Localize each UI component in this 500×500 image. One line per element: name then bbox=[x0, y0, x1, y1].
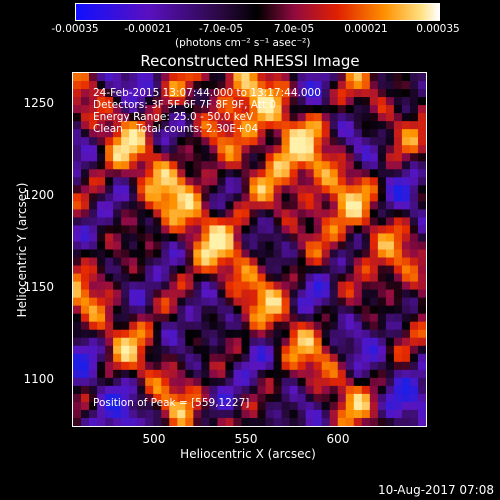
y-tick-label: 1250 bbox=[23, 96, 54, 110]
colorbar-tick: 7.0e-05 bbox=[273, 23, 315, 35]
colorbar-tick: -0.00035 bbox=[51, 23, 99, 35]
x-tick-label: 500 bbox=[142, 432, 166, 446]
colorbar-tick: -7.0e-05 bbox=[198, 23, 244, 35]
peak-position-annotation: Position of Peak = [559,1227] bbox=[93, 397, 250, 409]
colorbar-gradient bbox=[76, 4, 439, 20]
x-tick-label: 550 bbox=[234, 432, 258, 446]
x-tick-label: 600 bbox=[326, 432, 350, 446]
reconstructed-image bbox=[72, 72, 427, 427]
clean-counts-annotation: Clean Total counts: 2.30E+04 bbox=[93, 123, 259, 135]
y-tick-label: 1100 bbox=[23, 372, 54, 386]
detectors-annotation: Detectors: 3F 5F 6F 7F 8F 9F, Att 0 bbox=[93, 99, 277, 111]
x-axis-label: Heliocentric X (arcsec) bbox=[180, 447, 316, 461]
colorbar bbox=[75, 3, 440, 21]
y-tick-label: 1200 bbox=[23, 188, 54, 202]
colorbar-unit: (photons cm⁻² s⁻¹ asec⁻²) bbox=[175, 37, 311, 49]
y-tick-label: 1150 bbox=[23, 280, 54, 294]
colorbar-tick: -0.00021 bbox=[124, 23, 172, 35]
y-axis-label: Heliocentric Y (arcsec) bbox=[15, 182, 29, 318]
heatmap-canvas bbox=[73, 73, 426, 426]
plot-title: Reconstructed RHESSI Image bbox=[140, 52, 360, 70]
colorbar-tick: 0.00035 bbox=[416, 23, 460, 35]
time-range-annotation: 24-Feb-2015 13:07:44.000 to 13:17:44.000 bbox=[93, 87, 321, 99]
energy-range-annotation: Energy Range: 25.0 - 50.0 keV bbox=[93, 111, 254, 123]
colorbar-tick: 0.00021 bbox=[344, 23, 388, 35]
footer-date: 10-Aug-2017 07:08 bbox=[377, 483, 494, 497]
